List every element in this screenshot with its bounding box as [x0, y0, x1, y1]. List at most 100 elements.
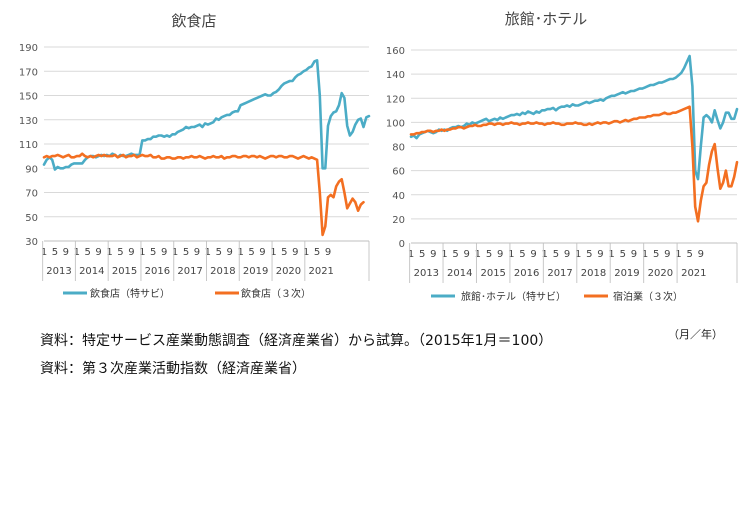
- x-month-label-1-1-9: 9: [464, 249, 470, 260]
- x-month-label-1-2-5: 5: [486, 249, 492, 260]
- y-tick-label-1-60: 60: [392, 167, 405, 178]
- legend-label-1-1: 宿泊業（３次）: [613, 290, 683, 303]
- x-month-label-1-3-1: 1: [508, 249, 514, 260]
- x-month-label-0-3-1: 1: [139, 247, 145, 258]
- x-month-label-0-5-5: 5: [216, 247, 222, 258]
- source-note-2: 資料：第３次産業活動指数（経済産業省）: [40, 361, 306, 377]
- x-month-label-0-7-5: 5: [281, 247, 287, 258]
- x-month-label-0-8-5: 5: [314, 247, 320, 258]
- x-year-label-1-2016: 2016: [514, 268, 539, 279]
- x-month-label-0-1-1: 1: [74, 247, 80, 258]
- y-tick-label-0-30: 30: [25, 237, 38, 248]
- y-tick-label-0-90: 90: [25, 164, 38, 175]
- x-month-label-1-6-1: 1: [608, 249, 614, 260]
- x-month-label-0-4-9: 9: [194, 247, 200, 258]
- x-month-label-1-8-5: 5: [686, 249, 692, 260]
- y-tick-label-1-100: 100: [386, 118, 405, 129]
- x-month-label-0-1-5: 5: [85, 247, 91, 258]
- y-tick-label-1-0: 0: [399, 239, 405, 250]
- x-month-label-1-5-1: 1: [575, 249, 581, 260]
- y-tick-label-0-50: 50: [25, 213, 38, 224]
- y-tick-label-1-40: 40: [392, 191, 405, 202]
- x-month-label-1-7-5: 5: [653, 249, 659, 260]
- x-month-label-0-2-9: 9: [128, 247, 134, 258]
- y-tick-label-0-130: 130: [19, 116, 38, 127]
- axis-unit-label: （月／年）: [668, 328, 723, 341]
- x-year-label-0-2019: 2019: [243, 266, 268, 277]
- x-year-label-1-2013: 2013: [414, 268, 439, 279]
- x-month-label-0-6-5: 5: [248, 247, 254, 258]
- x-month-label-1-6-5: 5: [620, 249, 626, 260]
- x-month-label-1-3-5: 5: [519, 249, 525, 260]
- x-month-label-1-0-9: 9: [430, 249, 436, 260]
- x-year-label-0-2020: 2020: [276, 266, 301, 277]
- x-month-label-0-4-5: 5: [183, 247, 189, 258]
- chart-title-1: 旅館･ホテル: [505, 10, 588, 28]
- x-month-label-0-4-1: 1: [172, 247, 178, 258]
- x-year-label-0-2021: 2021: [308, 266, 333, 277]
- y-tick-label-0-190: 190: [19, 43, 38, 54]
- legend-label-0-0: 飲食店（特サビ）: [90, 287, 170, 300]
- x-year-label-0-2018: 2018: [210, 266, 235, 277]
- x-month-label-0-5-9: 9: [227, 247, 233, 258]
- x-month-label-1-4-5: 5: [553, 249, 559, 260]
- x-year-label-1-2019: 2019: [614, 268, 639, 279]
- x-month-label-0-0-9: 9: [63, 247, 69, 258]
- x-month-label-0-6-9: 9: [259, 247, 265, 258]
- chart-title-0: 飲食店: [171, 12, 216, 30]
- series-line-1-1: [409, 105, 739, 223]
- x-month-label-0-3-5: 5: [150, 247, 156, 258]
- x-month-label-0-0-5: 5: [52, 247, 58, 258]
- x-year-label-1-2018: 2018: [581, 268, 606, 279]
- x-year-label-0-2016: 2016: [145, 266, 170, 277]
- x-year-label-1-2017: 2017: [547, 268, 572, 279]
- y-tick-label-1-20: 20: [392, 215, 405, 226]
- series-line-0-0: [42, 58, 371, 171]
- x-month-label-1-2-1: 1: [475, 249, 481, 260]
- x-month-label-1-5-5: 5: [586, 249, 592, 260]
- legend-label-0-1: 飲食店（３次）: [241, 287, 311, 300]
- x-month-label-0-1-9: 9: [95, 247, 101, 258]
- x-month-label-0-5-1: 1: [205, 247, 211, 258]
- x-month-label-1-8-1: 1: [675, 249, 681, 260]
- x-month-label-1-3-9: 9: [530, 249, 536, 260]
- x-month-label-0-0-1: 1: [41, 247, 47, 258]
- y-tick-label-1-160: 160: [386, 46, 405, 57]
- legend-label-1-0: 旅館･ホテル（特サビ）: [461, 290, 566, 303]
- x-month-label-1-4-9: 9: [564, 249, 570, 260]
- x-month-label-1-7-9: 9: [664, 249, 670, 260]
- x-month-label-0-7-9: 9: [292, 247, 298, 258]
- source-note-1: 資料：特定サービス産業動態調査（経済産業省）から試算。（2015年1月＝100）: [40, 333, 553, 349]
- y-tick-label-1-80: 80: [392, 143, 405, 154]
- x-month-label-0-2-1: 1: [106, 247, 112, 258]
- x-year-label-1-2020: 2020: [648, 268, 673, 279]
- x-year-label-0-2015: 2015: [112, 266, 137, 277]
- x-year-label-1-2021: 2021: [681, 268, 706, 279]
- y-tick-label-0-150: 150: [19, 92, 38, 103]
- series-line-0-1: [42, 152, 365, 237]
- y-tick-label-1-140: 140: [386, 70, 405, 81]
- x-month-label-0-8-9: 9: [325, 247, 331, 258]
- x-month-label-0-6-1: 1: [237, 247, 243, 258]
- x-year-label-1-2015: 2015: [480, 268, 505, 279]
- y-tick-label-0-110: 110: [19, 140, 38, 151]
- x-year-label-0-2013: 2013: [46, 266, 71, 277]
- x-month-label-0-2-5: 5: [117, 247, 123, 258]
- x-month-label-0-7-1: 1: [270, 247, 276, 258]
- x-month-label-1-6-9: 9: [631, 249, 637, 260]
- x-month-label-1-8-9: 9: [698, 249, 704, 260]
- x-year-label-1-2014: 2014: [447, 268, 472, 279]
- series-line-1-0: [409, 54, 739, 181]
- x-month-label-1-0-5: 5: [419, 249, 425, 260]
- x-month-label-1-1-1: 1: [441, 249, 447, 260]
- y-tick-label-0-170: 170: [19, 67, 38, 78]
- x-year-label-0-2014: 2014: [79, 266, 104, 277]
- x-month-label-1-4-1: 1: [542, 249, 548, 260]
- x-month-label-0-8-1: 1: [303, 247, 309, 258]
- x-month-label-0-3-9: 9: [161, 247, 167, 258]
- y-tick-label-0-70: 70: [25, 189, 38, 200]
- x-month-label-1-5-9: 9: [597, 249, 603, 260]
- x-month-label-1-7-1: 1: [642, 249, 648, 260]
- x-month-label-1-1-5: 5: [452, 249, 458, 260]
